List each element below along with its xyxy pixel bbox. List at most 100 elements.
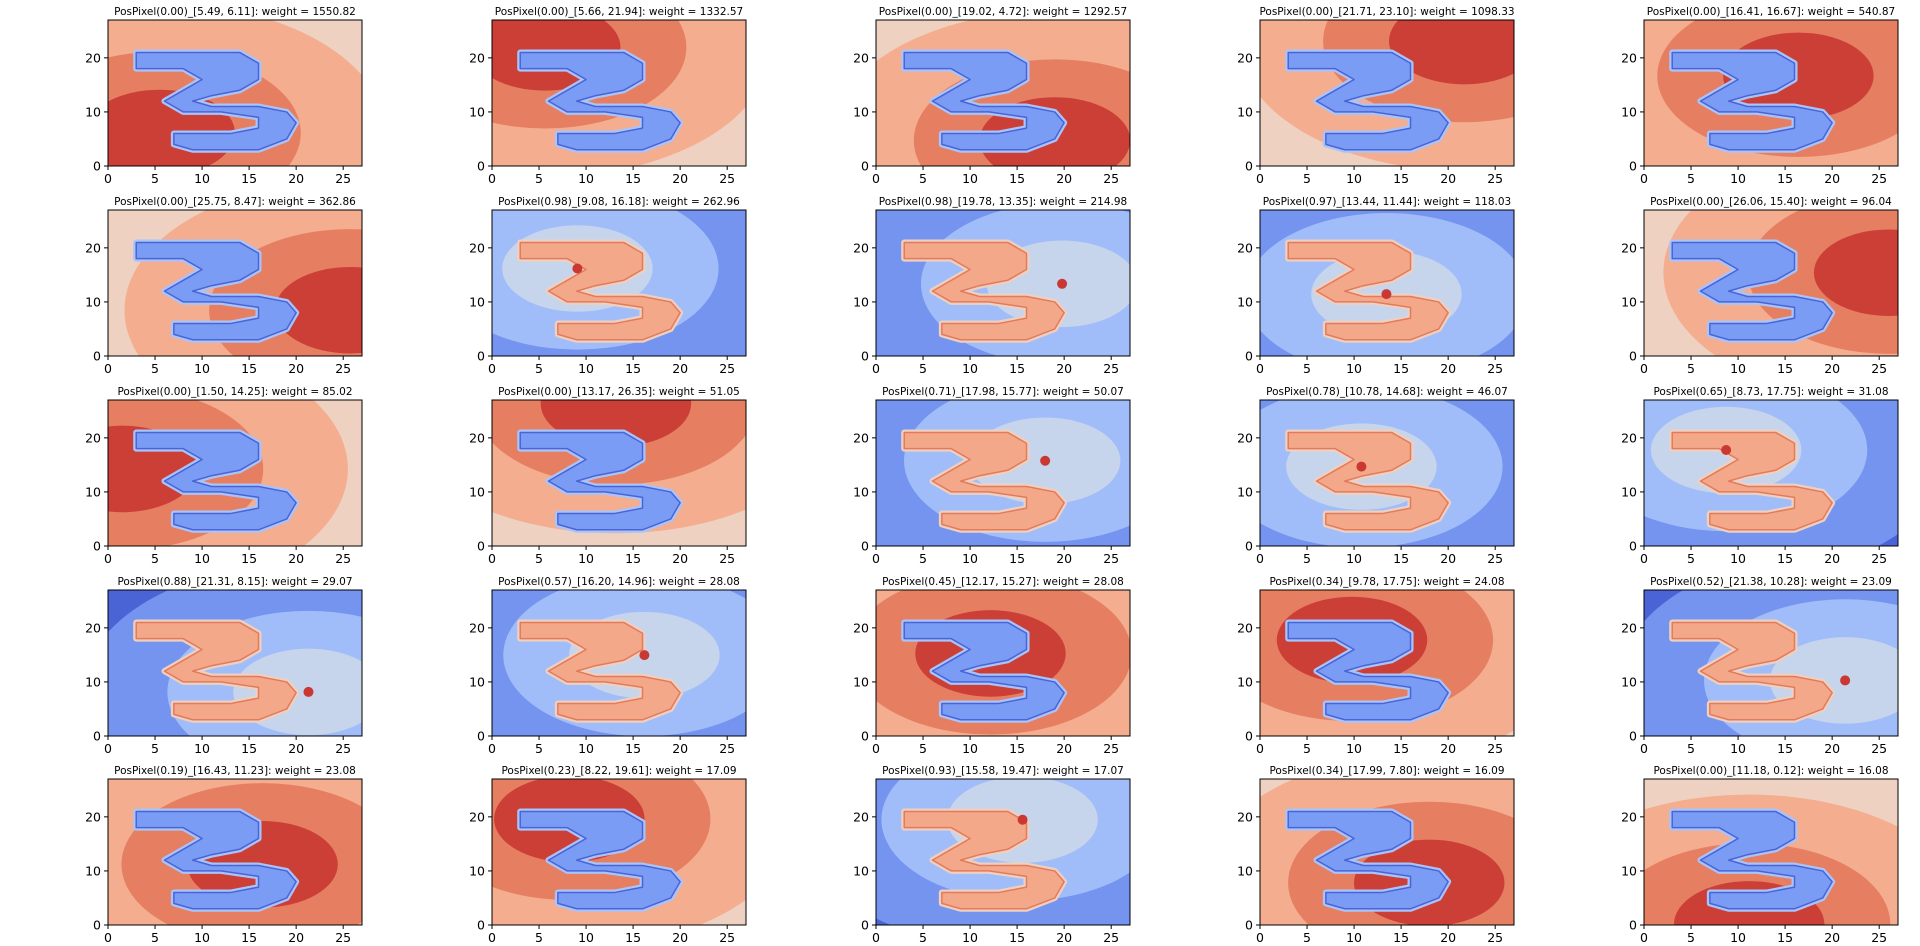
x-tick-label: 0 (488, 741, 496, 756)
y-tick-label: 0 (93, 729, 101, 744)
subplot-title: PosPixel(0.34)_[9.78, 17.75]: weight = 2… (1269, 576, 1504, 588)
y-tick-label: 20 (1621, 620, 1637, 635)
subplot-24: 0 5 10 15 20 25 0 10 20 PosPixel(0.34)_[17.99, 7.… (1237, 765, 1515, 945)
x-tick-label: 5 (535, 361, 543, 376)
x-tick-label: 10 (578, 741, 594, 756)
heatmap-ring (1388, 20, 1514, 85)
y-tick-label: 0 (1245, 918, 1253, 933)
digit-shape (903, 810, 1065, 910)
x-tick-label: 15 (1393, 551, 1409, 566)
heatmap-field (108, 590, 362, 736)
x-tick-label: 20 (288, 171, 304, 186)
x-tick-label: 5 (1303, 171, 1311, 186)
x-tick-label: 20 (288, 361, 304, 376)
x-tick-label: 20 (1056, 551, 1072, 566)
heatmap-field (876, 210, 1130, 356)
x-tick-label: 20 (1440, 551, 1456, 566)
x-tick-label: 5 (151, 930, 159, 945)
x-tick-label: 0 (872, 741, 880, 756)
x-tick-label: 0 (872, 551, 880, 566)
x-tick-label: 0 (488, 551, 496, 566)
x-tick-label: 15 (1777, 930, 1793, 945)
y-tick-label: 0 (861, 729, 869, 744)
x-tick-label: 0 (488, 361, 496, 376)
y-tick-label: 10 (853, 104, 869, 119)
y-tick-label: 20 (1621, 430, 1637, 445)
digit-shape (519, 51, 681, 151)
subplot-7: 0 5 10 15 20 25 0 10 20 PosPixel(0.98)_[9.08, 16.… (469, 196, 747, 376)
y-tick-label: 20 (853, 240, 869, 255)
digit-shape (1287, 241, 1449, 341)
x-tick-label: 15 (1009, 551, 1025, 566)
y-tick-label: 20 (85, 430, 101, 445)
digit-shape (1671, 621, 1833, 721)
x-tick-label: 15 (241, 930, 257, 945)
x-tick-label: 5 (1303, 741, 1311, 756)
y-tick-label: 10 (469, 674, 485, 689)
y-tick-label: 0 (1245, 159, 1253, 174)
y-tick-label: 10 (1237, 104, 1253, 119)
x-tick-label: 25 (719, 171, 735, 186)
x-tick-label: 15 (625, 361, 641, 376)
x-tick-label: 25 (1487, 551, 1503, 566)
x-tick-label: 10 (194, 551, 210, 566)
x-tick-label: 15 (1777, 551, 1793, 566)
axes-frame (107, 589, 363, 737)
x-tick-label: 10 (1346, 361, 1362, 376)
subplot-title: PosPixel(0.98)_[19.78, 13.35]: weight = … (879, 196, 1127, 208)
y-tick-label: 0 (1629, 349, 1637, 364)
x-tick-label: 20 (672, 930, 688, 945)
digit-shape (519, 431, 681, 531)
y-tick-label: 0 (861, 159, 869, 174)
x-tick-label: 15 (1777, 741, 1793, 756)
x-tick-label: 10 (578, 361, 594, 376)
x-tick-label: 5 (535, 171, 543, 186)
x-tick-label: 25 (1103, 171, 1119, 186)
axes-frame (875, 589, 1131, 737)
subplot-title: PosPixel(0.00)_[5.66, 21.94]: weight = 1… (495, 6, 743, 18)
subplot-23: 0 5 10 15 20 25 0 10 20 PosPixel(0.93)_[15.58, 19… (853, 765, 1131, 945)
x-tick-label: 20 (1824, 551, 1840, 566)
x-tick-label: 5 (1303, 551, 1311, 566)
x-tick-label: 25 (1871, 361, 1887, 376)
y-tick-label: 10 (85, 294, 101, 309)
subplot-19: 0 5 10 15 20 25 0 10 20 PosPixel(0.34)_[9.78, 17.… (1237, 576, 1515, 756)
axes-frame (1259, 778, 1515, 926)
x-tick-label: 5 (919, 361, 927, 376)
x-tick-label: 0 (1640, 361, 1648, 376)
y-tick-label: 10 (1621, 484, 1637, 499)
subplot-title: PosPixel(0.00)_[13.17, 26.35]: weight = … (498, 386, 740, 398)
x-tick-label: 20 (288, 551, 304, 566)
pixel-center-marker (1840, 675, 1851, 686)
heatmap-field (1644, 590, 1898, 736)
x-tick-label: 0 (488, 930, 496, 945)
subplot-16: 0 5 10 15 20 25 0 10 20 PosPixel(0.88)_[21.31, 8.… (85, 576, 363, 756)
y-tick-label: 20 (1621, 809, 1637, 824)
y-tick-label: 20 (1621, 240, 1637, 255)
y-tick-label: 20 (1237, 430, 1253, 445)
x-tick-label: 15 (241, 741, 257, 756)
y-tick-label: 0 (1629, 918, 1637, 933)
subplot-3: 0 5 10 15 20 25 0 10 20 PosPixel(0.00)_[19.02, 4.… (853, 6, 1131, 186)
x-tick-label: 25 (1103, 930, 1119, 945)
subplot-18: 0 5 10 15 20 25 0 10 20 PosPixel(0.45)_[12.17, 15… (853, 576, 1131, 756)
x-tick-label: 25 (1103, 361, 1119, 376)
heatmap-field (876, 590, 1130, 736)
y-tick-label: 0 (477, 918, 485, 933)
subplot-title: PosPixel(0.00)_[16.41, 16.67]: weight = … (1647, 6, 1895, 18)
y-tick-label: 20 (85, 809, 101, 824)
y-tick-label: 0 (1629, 159, 1637, 174)
y-tick-label: 20 (469, 620, 485, 635)
digit-shape (1671, 431, 1833, 531)
heatmap-field (1260, 590, 1514, 736)
axes-frame (107, 778, 363, 926)
subplot-title: PosPixel(0.23)_[8.22, 19.61]: weight = 1… (501, 765, 736, 777)
heatmap-ring (275, 266, 362, 354)
digit-shape (1287, 621, 1449, 721)
x-tick-label: 25 (719, 741, 735, 756)
y-tick-label: 0 (861, 349, 869, 364)
axes-frame (1643, 589, 1899, 737)
subplot-8: 0 5 10 15 20 25 0 10 20 PosPixel(0.98)_[19.78, 13… (853, 196, 1131, 376)
axes-frame (107, 19, 363, 167)
axes-frame (875, 399, 1131, 547)
